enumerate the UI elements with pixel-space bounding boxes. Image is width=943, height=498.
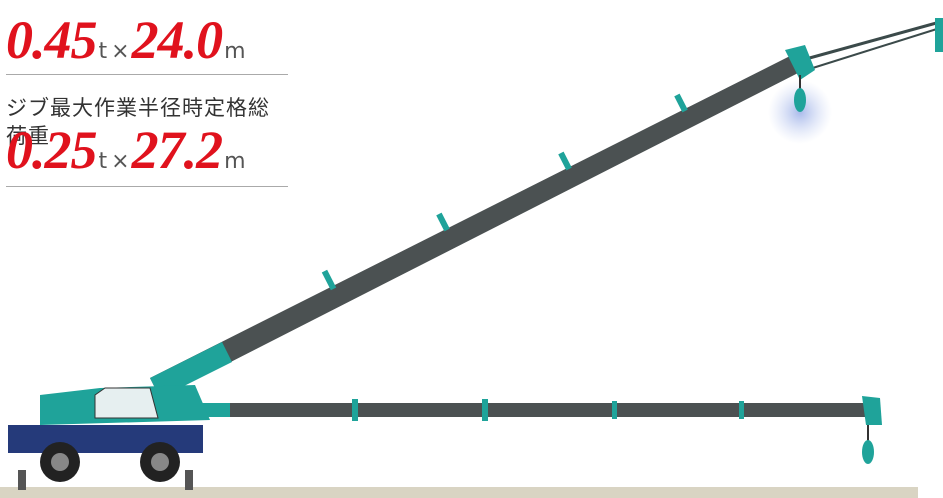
spec-values: 0.45t ×24.0m: [6, 12, 288, 68]
radius-unit: m: [224, 39, 246, 64]
spec-block: 0.45t ×24.0m: [6, 0, 288, 75]
load-unit: t: [98, 39, 108, 64]
upper-boom: [150, 45, 815, 398]
spec-label: ジブ最大作業半径時定格総荷重: [6, 96, 270, 148]
radius-value: 24.0: [131, 10, 223, 70]
times-sign: ×: [111, 149, 130, 174]
jib-tip: [935, 18, 943, 52]
lower-boom: [200, 396, 882, 464]
spec-block: ジブ最大作業半径時定格総荷重 0.25t ×27.2m: [6, 94, 288, 187]
radius-value: 27.2: [131, 120, 223, 180]
spec-values: 0.25t ×27.2m: [6, 122, 288, 178]
radius-unit: m: [224, 149, 246, 174]
times-sign: ×: [111, 39, 130, 64]
load-unit: t: [98, 149, 108, 174]
load-value: 0.45: [6, 10, 97, 70]
jib: [794, 20, 941, 64]
load-value: 0.25: [6, 120, 97, 180]
crane-body: [8, 385, 210, 490]
ground: [0, 487, 918, 498]
jib: [799, 27, 941, 73]
